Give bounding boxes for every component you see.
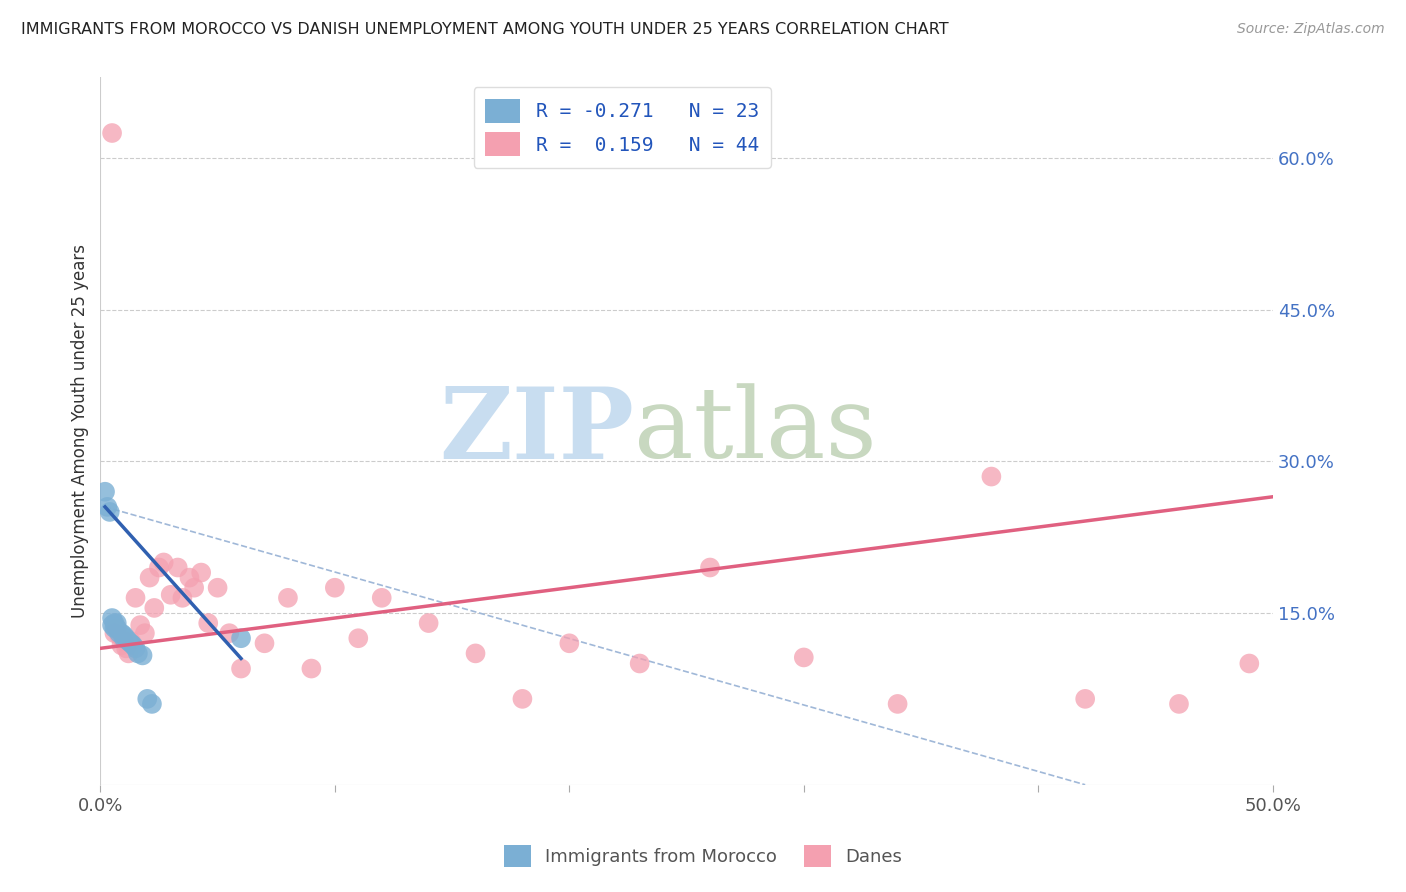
- Point: [103, 626, 125, 640]
- Point: [124, 591, 146, 605]
- Point: [299, 661, 322, 675]
- Point: [418, 616, 440, 631]
- Point: [1168, 697, 1191, 711]
- Point: [229, 632, 252, 646]
- Point: [103, 616, 125, 631]
- Point: [108, 628, 131, 642]
- Point: [138, 571, 160, 585]
- Point: [141, 697, 163, 711]
- Point: [558, 636, 581, 650]
- Point: [159, 588, 181, 602]
- Point: [1074, 691, 1097, 706]
- Point: [1239, 657, 1261, 671]
- Point: [347, 632, 370, 646]
- Point: [124, 641, 146, 656]
- Point: [103, 621, 125, 635]
- Point: [131, 648, 153, 663]
- Point: [179, 571, 201, 585]
- Legend: Immigrants from Morocco, Danes: Immigrants from Morocco, Danes: [496, 838, 910, 874]
- Point: [105, 616, 128, 631]
- Point: [96, 500, 118, 514]
- Point: [323, 581, 346, 595]
- Point: [699, 560, 721, 574]
- Point: [229, 661, 252, 675]
- Point: [148, 560, 170, 574]
- Point: [120, 636, 142, 650]
- Point: [197, 616, 219, 631]
- Point: [120, 634, 142, 648]
- Point: [172, 591, 194, 605]
- Point: [512, 691, 534, 706]
- Point: [112, 628, 135, 642]
- Text: Source: ZipAtlas.com: Source: ZipAtlas.com: [1237, 22, 1385, 37]
- Point: [886, 697, 908, 711]
- Point: [110, 626, 132, 640]
- Point: [108, 626, 131, 640]
- Point: [371, 591, 394, 605]
- Text: ZIP: ZIP: [439, 383, 634, 480]
- Point: [166, 560, 188, 574]
- Point: [115, 641, 138, 656]
- Point: [183, 581, 205, 595]
- Point: [117, 647, 139, 661]
- Point: [105, 621, 128, 635]
- Point: [207, 581, 229, 595]
- Point: [134, 626, 156, 640]
- Point: [190, 566, 212, 580]
- Text: atlas: atlas: [634, 384, 876, 479]
- Point: [98, 505, 121, 519]
- Point: [277, 591, 299, 605]
- Point: [115, 632, 138, 646]
- Point: [101, 618, 124, 632]
- Point: [127, 647, 149, 661]
- Point: [112, 634, 135, 648]
- Point: [980, 469, 1002, 483]
- Point: [152, 556, 174, 570]
- Point: [253, 636, 276, 650]
- Y-axis label: Unemployment Among Youth under 25 years: Unemployment Among Youth under 25 years: [72, 244, 89, 618]
- Point: [464, 647, 486, 661]
- Point: [101, 126, 124, 140]
- Point: [628, 657, 651, 671]
- Point: [122, 638, 145, 652]
- Text: IMMIGRANTS FROM MOROCCO VS DANISH UNEMPLOYMENT AMONG YOUTH UNDER 25 YEARS CORREL: IMMIGRANTS FROM MOROCCO VS DANISH UNEMPL…: [21, 22, 949, 37]
- Point: [143, 601, 166, 615]
- Point: [136, 691, 159, 706]
- Point: [218, 626, 240, 640]
- Point: [94, 484, 117, 499]
- Point: [129, 618, 152, 632]
- Point: [101, 611, 124, 625]
- Point: [793, 650, 815, 665]
- Point: [117, 634, 139, 648]
- Point: [105, 621, 128, 635]
- Point: [110, 638, 132, 652]
- Legend: R = -0.271   N = 23, R =  0.159   N = 44: R = -0.271 N = 23, R = 0.159 N = 44: [474, 87, 770, 168]
- Point: [112, 632, 135, 646]
